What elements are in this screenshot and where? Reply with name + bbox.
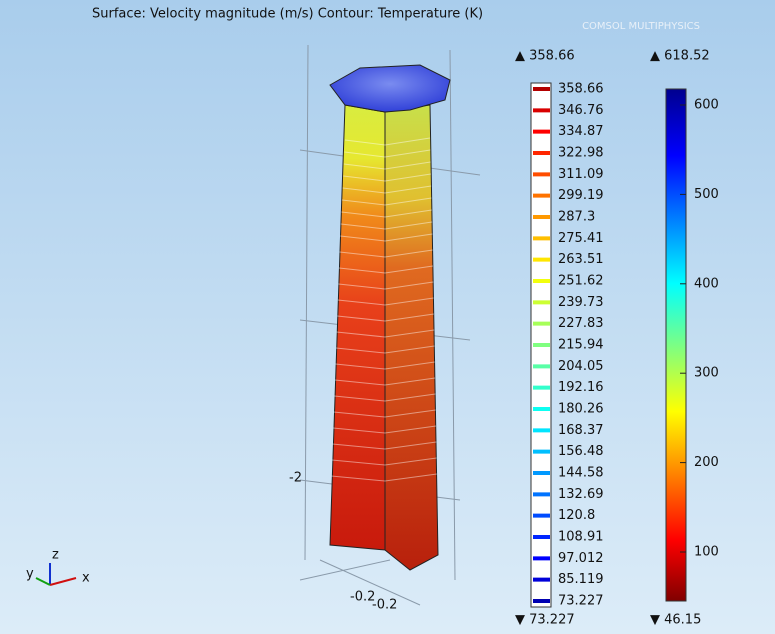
top-face [330, 65, 450, 112]
legend-level: 144.58 [558, 466, 604, 481]
legend-level: 322.98 [558, 146, 604, 161]
colorbar-tick-label: 300 [694, 366, 719, 381]
colorbar-tick-label: 100 [694, 545, 719, 560]
legend-level: 192.16 [558, 380, 604, 395]
legend-level: 108.91 [558, 530, 604, 545]
axis-label: -0.2 [372, 598, 397, 613]
legend-max: ▲ 358.66 [515, 49, 575, 64]
legend-min: ▼ 73.227 [515, 613, 575, 628]
graphics: Surface: Velocity magnitude (m/s) Contou… [0, 0, 775, 634]
legend-level: 85.119 [558, 572, 604, 587]
legend-level: 334.87 [558, 124, 604, 139]
colorbar-tick-label: 600 [694, 98, 719, 113]
colorbar-min: ▼ 46.15 [650, 613, 701, 628]
colorbar-tick-label: 200 [694, 455, 719, 470]
legend-level: 227.83 [558, 316, 604, 331]
legend-level: 132.69 [558, 487, 604, 502]
legend-level: 204.05 [558, 359, 604, 374]
viewport: Surface: Velocity magnitude (m/s) Contou… [0, 0, 775, 634]
legend-level: 120.8 [558, 508, 595, 523]
colorbar [666, 89, 686, 601]
triad-label: y [26, 567, 34, 582]
legend-level: 156.48 [558, 444, 604, 459]
colorbar-tick-label: 400 [694, 276, 719, 291]
face-right [385, 105, 438, 570]
triad-label: x [82, 571, 90, 586]
legend-level: 239.73 [558, 295, 604, 310]
legend-level: 358.66 [558, 82, 604, 97]
face-left [330, 105, 385, 550]
axis-label: -2 [289, 471, 302, 486]
legend-level: 168.37 [558, 423, 604, 438]
logo: COMSOL MULTIPHYSICS [582, 21, 700, 32]
legend-level: 275.41 [558, 231, 604, 246]
legend-level: 346.76 [558, 103, 604, 118]
title: Surface: Velocity magnitude (m/s) Contou… [92, 7, 483, 22]
legend-level: 263.51 [558, 252, 604, 267]
legend-level: 251.62 [558, 274, 604, 289]
colorbar-tick-label: 500 [694, 187, 719, 202]
legend-level: 97.012 [558, 551, 604, 566]
colorbar-max: ▲ 618.52 [650, 49, 710, 64]
legend-level: 287.3 [558, 210, 595, 225]
legend-level: 73.227 [558, 594, 604, 609]
legend-level: 180.26 [558, 402, 604, 417]
legend-level: 215.94 [558, 338, 604, 353]
triad: z y x [26, 548, 90, 586]
legend-level: 299.19 [558, 188, 604, 203]
triad-label: z [52, 548, 59, 563]
legend-level: 311.09 [558, 167, 604, 182]
